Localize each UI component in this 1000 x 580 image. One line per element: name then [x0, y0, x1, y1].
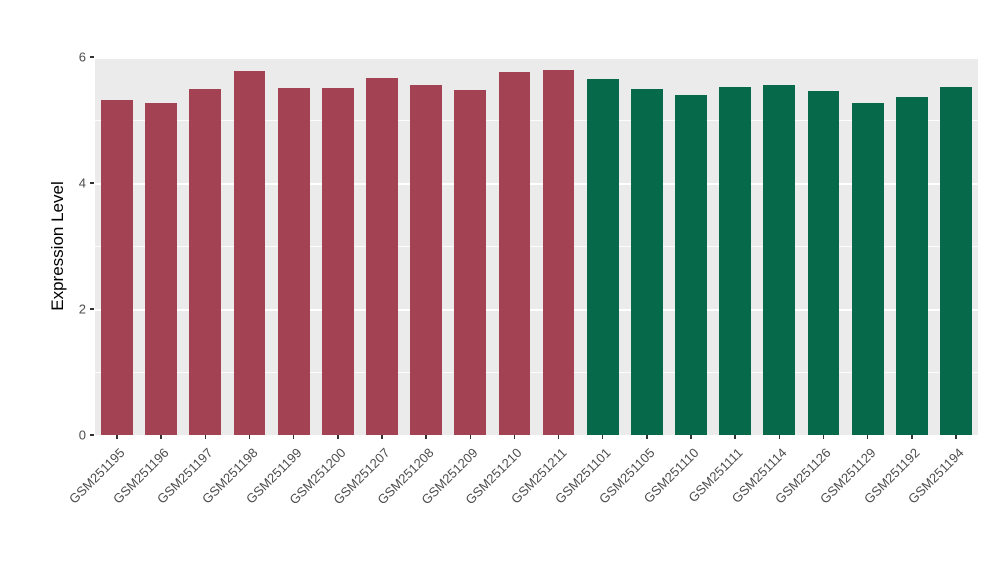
minor-gridline	[95, 372, 978, 373]
bar	[410, 85, 442, 435]
x-tick-mark	[337, 435, 339, 439]
y-tick-label: 2	[78, 301, 86, 317]
x-tick-mark	[557, 435, 560, 439]
x-tick-mark	[822, 435, 825, 439]
bar	[630, 88, 663, 435]
x-tick-mark	[690, 435, 692, 439]
y-tick-label: 4	[78, 175, 86, 191]
y-tick-label: 6	[78, 49, 86, 65]
x-tick-mark	[469, 435, 472, 439]
bar	[277, 87, 310, 435]
x-tick-mark	[381, 435, 383, 439]
bar	[940, 86, 972, 435]
y-tick-mark	[90, 434, 94, 436]
x-tick-mark	[911, 435, 913, 439]
bar	[366, 77, 398, 435]
x-tick-mark	[734, 435, 736, 439]
plot-panel	[95, 57, 978, 437]
x-tick-mark	[292, 435, 295, 439]
major-gridline	[95, 183, 978, 185]
bar	[895, 96, 928, 435]
y-tick-mark	[90, 308, 94, 310]
x-tick-mark	[601, 435, 604, 439]
x-tick-mark	[866, 435, 869, 439]
x-tick-mark	[248, 435, 251, 439]
x-tick-mark	[160, 435, 162, 439]
y-tick-mark	[90, 56, 94, 58]
major-gridline	[95, 57, 978, 59]
major-gridline	[95, 435, 978, 437]
x-tick-mark	[778, 435, 781, 439]
minor-gridline	[95, 246, 978, 247]
y-tick-mark	[90, 182, 94, 184]
x-tick-mark	[204, 435, 207, 439]
x-tick-mark	[116, 435, 118, 439]
bar	[675, 94, 707, 435]
bar	[542, 70, 575, 435]
y-tick-label: 0	[78, 427, 86, 443]
bar	[586, 79, 619, 435]
bar	[454, 89, 487, 435]
bar	[189, 88, 222, 435]
bar	[498, 72, 531, 435]
bar	[321, 87, 354, 435]
x-tick-mark	[513, 435, 516, 439]
bar	[145, 103, 178, 435]
bar	[233, 70, 266, 435]
y-axis-title: Expression Level	[48, 181, 67, 311]
major-gridline	[95, 309, 978, 311]
x-tick-mark	[425, 435, 427, 439]
minor-gridline	[95, 120, 978, 121]
x-tick-mark	[646, 435, 648, 439]
x-tick-mark	[955, 435, 957, 439]
bar	[851, 103, 884, 435]
bar	[763, 84, 796, 435]
bar	[101, 100, 133, 435]
bar	[719, 86, 752, 435]
bar	[807, 91, 840, 435]
